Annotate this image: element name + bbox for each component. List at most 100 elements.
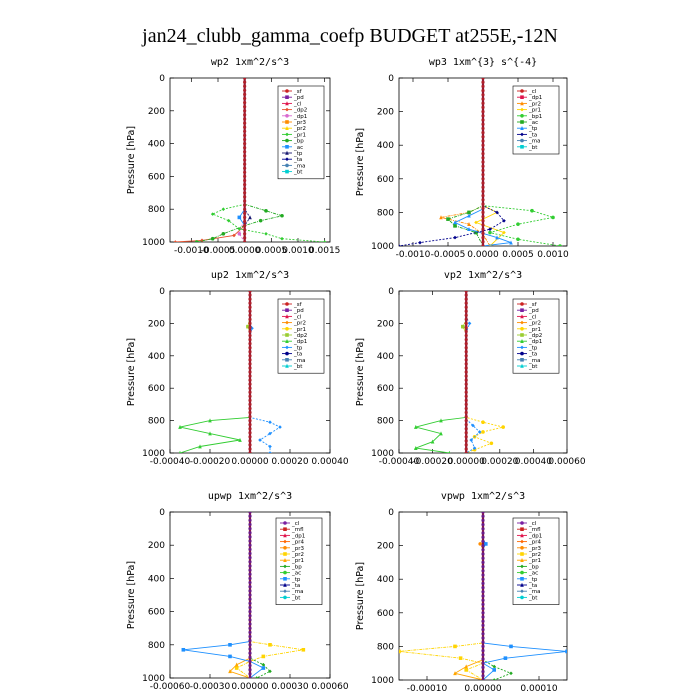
- legend-label: _bt: [528, 595, 538, 601]
- zero-profile-marker: [243, 133, 247, 137]
- zero-profile-marker: [481, 514, 485, 518]
- zero-profile-marker: [243, 195, 247, 199]
- zero-profile-marker: [248, 576, 252, 581]
- legend-label: _pr1: [293, 132, 306, 138]
- y-axis-label: Pressure [hPa]: [355, 338, 366, 406]
- zero-profile-marker: [248, 618, 252, 622]
- legend-label: _ta: [528, 132, 537, 138]
- x-tick-label: -0.00030: [190, 682, 231, 692]
- zero-profile-marker: [481, 126, 485, 130]
- zero-profile-marker: [481, 565, 485, 569]
- zero-profile-marker: [248, 663, 252, 668]
- zero-profile-marker: [481, 93, 485, 97]
- zero-profile-marker: [464, 301, 468, 305]
- y-tick-label: 400: [377, 141, 394, 151]
- zero-profile-marker: [481, 577, 485, 581]
- zero-profile-marker: [464, 451, 468, 453]
- y-tick-label: 400: [377, 575, 394, 585]
- x-tick-label: 0.0000: [229, 246, 261, 256]
- panel-title: vp2 1xm^2/s^3: [444, 270, 522, 281]
- panel-title: up2 1xm^2/s^3: [211, 270, 289, 281]
- legend-label: _cl: [293, 314, 302, 320]
- zero-profile-marker: [243, 101, 247, 105]
- y-tick-label: 600: [148, 384, 165, 394]
- x-tick-label: 0.0010: [537, 250, 569, 260]
- zero-profile-marker: [243, 105, 247, 109]
- legend-label: _pr3: [528, 546, 542, 552]
- zero-profile-marker: [481, 78, 485, 80]
- zero-profile-marker: [243, 137, 247, 142]
- plot-frame: [398, 290, 568, 454]
- y-tick-label: 800: [148, 417, 165, 427]
- zero-profile-marker: [464, 419, 468, 423]
- zero-profile-marker: [481, 615, 485, 619]
- chart-panel: vp2 1xm^2/s^3 0 200 400 600 800 1000 Pressure […: [355, 270, 586, 467]
- zero-profile-marker: [481, 227, 485, 231]
- zero-profile-marker: [248, 547, 252, 551]
- zero-profile-marker: [248, 313, 252, 317]
- x-tick-label: 0.00000: [464, 684, 501, 694]
- y-tick-label: 200: [148, 541, 165, 551]
- x-tick-label: 0.0005: [256, 246, 288, 256]
- zero-profile-marker: [243, 154, 247, 158]
- zero-profile-marker: [481, 236, 485, 240]
- legend-label: _ac: [291, 571, 301, 577]
- zero-profile-marker: [481, 202, 485, 206]
- legend-label: _ac: [528, 571, 538, 577]
- y-axis-label: Pressure [hPa]: [126, 561, 137, 629]
- zero-profile-marker: [481, 623, 485, 628]
- legend-label: _mfl: [291, 527, 304, 533]
- y-tick-label: 0: [159, 287, 165, 297]
- zero-profile-marker: [243, 92, 247, 96]
- zero-profile-marker: [248, 338, 252, 342]
- zero-profile-marker: [481, 210, 485, 214]
- zero-profile-marker: [248, 514, 252, 518]
- zero-profile-marker: [248, 301, 252, 305]
- y-tick-label: 1000: [371, 676, 394, 686]
- zero-profile-marker: [248, 293, 252, 297]
- legend-label: _cl: [528, 314, 537, 320]
- zero-profile-marker: [243, 88, 247, 92]
- series-line-bp1: [482, 78, 561, 246]
- zero-profile-marker: [248, 639, 252, 643]
- legend-label: _cl: [293, 101, 302, 107]
- series-line-bp: [482, 512, 513, 680]
- zero-profile-marker: [464, 358, 468, 362]
- zero-profile-marker: [481, 114, 485, 118]
- zero-profile-marker: [464, 291, 468, 293]
- zero-profile-marker: [243, 240, 247, 242]
- zero-profile-marker: [248, 522, 252, 527]
- y-tick-label: 400: [377, 352, 394, 362]
- series-line-dp1: [238, 78, 246, 242]
- x-tick-label: -0.0010: [174, 246, 209, 256]
- zero-profile-marker: [248, 630, 252, 634]
- y-tick-label: 1000: [142, 238, 165, 248]
- legend-label: _pd: [293, 308, 304, 314]
- zero-profile-marker: [248, 531, 252, 535]
- zero-profile-marker: [481, 215, 485, 219]
- zero-profile-marker: [248, 556, 252, 560]
- zero-profile-marker: [464, 406, 468, 411]
- zero-profile-marker: [248, 382, 252, 386]
- legend-label: _pr2: [528, 321, 541, 327]
- legend-label: _bt: [528, 145, 538, 151]
- zero-profile-marker: [248, 423, 252, 427]
- zero-profile-marker: [248, 672, 252, 676]
- zero-profile-marker: [464, 447, 468, 451]
- y-tick-label: 200: [377, 108, 394, 118]
- legend-label: _ta: [293, 352, 302, 358]
- zero-profile-marker: [248, 451, 252, 453]
- legend-label: _mfl: [528, 527, 541, 533]
- legend-label: _sf: [528, 302, 538, 308]
- zero-profile-marker: [243, 211, 247, 215]
- zero-profile-marker: [464, 435, 468, 439]
- y-tick-label: 800: [148, 641, 165, 651]
- zero-profile-marker: [248, 647, 252, 651]
- zero-profile-marker: [248, 414, 252, 419]
- zero-profile-marker: [481, 143, 485, 147]
- zero-profile-marker: [481, 573, 485, 577]
- zero-profile-marker: [481, 518, 485, 523]
- zero-profile-marker: [481, 527, 485, 531]
- x-tick-label: 0.00000: [231, 682, 268, 692]
- zero-profile-marker: [248, 659, 252, 664]
